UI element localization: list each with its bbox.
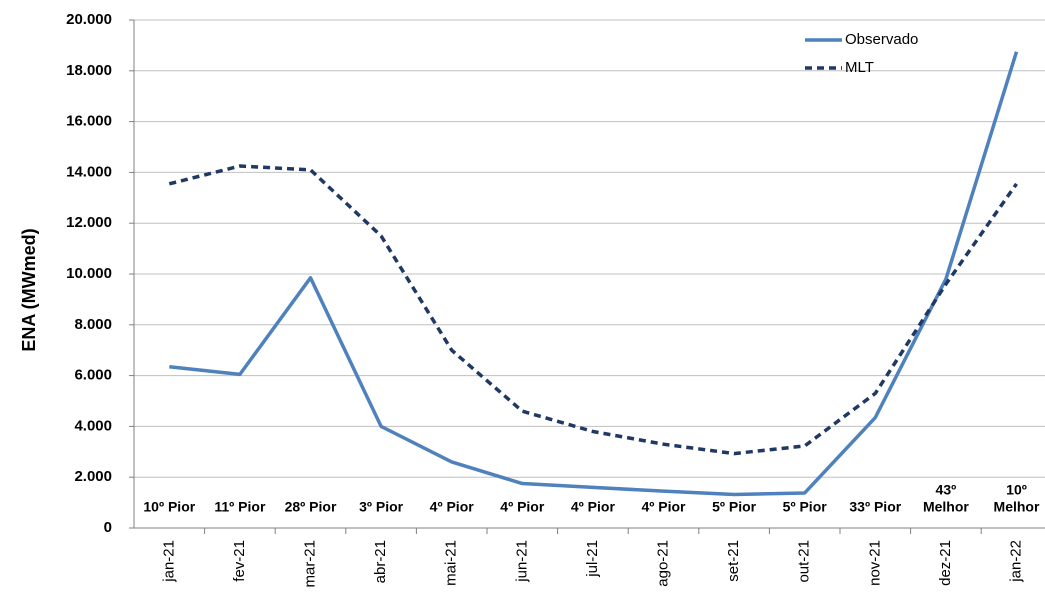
- rank-label: 11º Pior: [214, 499, 266, 515]
- x-tick-label: dez-21: [937, 540, 954, 586]
- y-tick-label: 6.000: [74, 367, 112, 384]
- rank-label: 4º Pior: [500, 499, 545, 515]
- rank-label: 33º Pior: [849, 499, 901, 515]
- y-tick-label: 0: [104, 519, 112, 536]
- y-tick-label: 18.000: [66, 62, 112, 79]
- x-tick-label: fev-21: [231, 540, 248, 582]
- rank-label: 10º Pior: [143, 499, 195, 515]
- series-line: [168, 164, 1018, 456]
- legend-label: MLT: [845, 59, 874, 76]
- x-tick-label: nov-21: [866, 540, 883, 586]
- x-tick-label: mai-21: [443, 540, 460, 586]
- x-tick-label: jul-21: [584, 540, 601, 578]
- x-tick-label: jun-21: [513, 540, 530, 583]
- y-tick-label: 4.000: [74, 417, 112, 434]
- rank-label: Melhor: [994, 499, 1040, 515]
- y-tick-label: 10.000: [66, 265, 112, 282]
- legend-label: Observado: [845, 31, 918, 48]
- y-axis-title: ENA (MWmed): [19, 228, 39, 351]
- x-tick-label: jan-22: [1007, 540, 1024, 583]
- series-line: [169, 51, 1019, 497]
- y-tick-label: 16.000: [66, 113, 112, 130]
- rank-label: 43º: [936, 482, 957, 498]
- x-tick-label: set-21: [725, 540, 742, 582]
- rank-label: 4º Pior: [430, 499, 475, 515]
- x-tick-label: ago-21: [654, 540, 671, 587]
- y-tick-label: 8.000: [74, 316, 112, 333]
- y-tick-label: 2.000: [74, 468, 112, 485]
- rank-label: 5º Pior: [783, 499, 828, 515]
- rank-label: 3º Pior: [359, 499, 404, 515]
- x-tick-label: mar-21: [301, 540, 318, 588]
- y-tick-label: 12.000: [66, 214, 112, 231]
- rank-label: Melhor: [923, 499, 969, 515]
- x-tick-label: jan-21: [160, 540, 177, 583]
- rank-label: 4º Pior: [571, 499, 616, 515]
- rank-label: 4º Pior: [641, 499, 686, 515]
- y-tick-label: 14.000: [66, 163, 112, 180]
- x-tick-label: out-21: [796, 540, 813, 583]
- rank-label: 5º Pior: [712, 499, 757, 515]
- rank-label: 10º: [1006, 482, 1027, 498]
- y-tick-label: 20.000: [66, 11, 112, 28]
- rank-label: 28º Pior: [285, 499, 337, 515]
- x-tick-label: abr-21: [372, 540, 389, 583]
